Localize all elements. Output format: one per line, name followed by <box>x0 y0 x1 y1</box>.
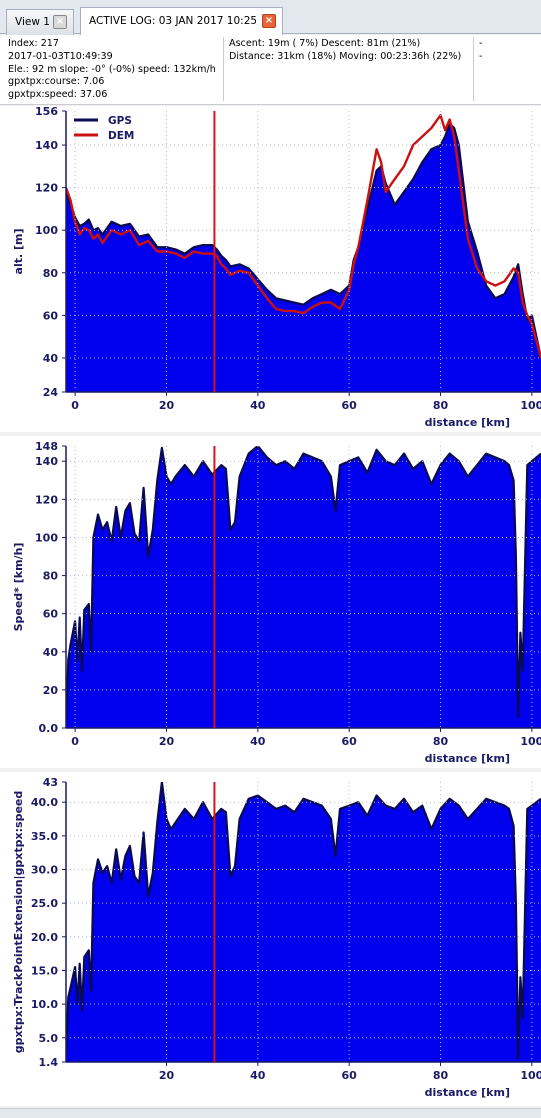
y-tick-label: 43 <box>43 776 58 789</box>
y-tick-label: 40.0 <box>31 796 58 809</box>
tab-label: View 1 <box>15 16 50 28</box>
x-tick-label: 100 <box>520 1069 541 1082</box>
segment-stats: Ascent: 19m ( 7%) Descent: 81m (21%) Dis… <box>229 38 461 64</box>
extra-stat: - <box>479 50 483 62</box>
tab-view-1[interactable]: View 1 × <box>6 9 74 35</box>
speed-chart-canvas[interactable]: 148 140 120 100 80 60 40 20 0.0 0 20 40 60 80 100 dista… <box>0 436 541 768</box>
speed-chart[interactable]: 148 140 120 100 80 60 40 20 0.0 0 20 40 60 80 100 dista… <box>0 436 541 768</box>
series-line-value <box>66 446 541 719</box>
point-course: gpxtpx:course: 7.06 <box>8 76 105 88</box>
y-tick-label: 60 <box>43 608 59 621</box>
ascent-descent: Ascent: 19m ( 7%) Descent: 81m (21%) <box>229 38 421 49</box>
y-tick-label: 148 <box>35 440 58 453</box>
y-tick-label: 140 <box>35 139 58 152</box>
series-line-dem <box>66 114 541 359</box>
legend-label-dem: DEM <box>108 130 134 142</box>
point-speed: gpxtpx:speed: 37.06 <box>8 89 108 101</box>
x-tick-label: 80 <box>433 735 449 748</box>
x-tick-label: 0 <box>71 399 79 412</box>
y-tick-label: 40 <box>43 352 59 365</box>
y-axis-label: Speed* [km/h] <box>12 543 25 632</box>
y-tick-label: 20 <box>43 684 59 697</box>
y-tick-label: 80 <box>43 267 59 280</box>
y-tick-label: 100 <box>35 224 58 237</box>
y-tick-label: 10.0 <box>31 998 58 1011</box>
x-tick-label: 20 <box>159 399 175 412</box>
y-tick-label: 25.0 <box>31 897 58 910</box>
y-tick-label: 120 <box>35 182 58 195</box>
point-time: 2017-01-03T10:49:39 <box>8 50 113 62</box>
y-axis-label: gpxtpx:TrackPointExtension|gpxtpx:speed <box>12 791 25 1054</box>
series-line-value <box>66 782 541 1060</box>
point-index: Index: 217 <box>8 38 60 49</box>
distance-moving: Distance: 31km (18%) Moving: 00:23:36h (… <box>229 50 462 62</box>
altitude-chart[interactable]: 156 140 120 100 80 60 40 24 0 20 40 60 80 100 distance… <box>0 106 541 432</box>
x-tick-label: 0 <box>71 735 79 748</box>
tab-bar: View 1 × ACTIVE LOG: 03 JAN 2017 10:25 × <box>0 0 541 35</box>
y-tick-label: 0.0 <box>39 722 59 735</box>
point-elevation: Ele.: 92 m slope: -0° (-0%) speed: 132km… <box>8 63 216 75</box>
x-tick-label: 100 <box>520 399 541 412</box>
y-tick-label: 140 <box>35 455 58 468</box>
y-tick-label: 120 <box>35 493 58 506</box>
series-area-value <box>66 446 541 728</box>
series-area-gps <box>66 123 541 392</box>
tab-label: ACTIVE LOG: 03 JAN 2017 10:25 <box>89 15 258 27</box>
y-axis-label: alt. [m] <box>12 229 25 275</box>
x-tick-label: 60 <box>342 399 358 412</box>
series-area-value <box>66 782 541 1062</box>
y-tick-label: 100 <box>35 531 58 544</box>
y-tick-label: 20.0 <box>31 931 58 944</box>
legend-label-gps: GPS <box>108 115 132 127</box>
extra-stats: - - <box>479 38 482 64</box>
gpxtpx-speed-chart[interactable]: 43 40.0 35.0 30.0 25.0 20.0 15.0 10.0 5.0 1.4 20 40… <box>0 772 541 1106</box>
y-tick-label: 40 <box>43 646 59 659</box>
y-tick-label: 15.0 <box>31 964 58 977</box>
divider <box>223 37 224 101</box>
y-tick-label: 1.4 <box>39 1056 59 1069</box>
x-tick-label: 60 <box>342 735 358 748</box>
status-bar <box>0 1108 541 1118</box>
divider <box>473 37 474 101</box>
close-icon[interactable]: × <box>262 14 276 28</box>
x-tick-label: 40 <box>250 1069 266 1082</box>
x-tick-label: 80 <box>433 1069 449 1082</box>
x-tick-label: 20 <box>159 735 175 748</box>
x-axis-label: distance [km] <box>425 752 510 765</box>
y-tick-label: 80 <box>43 570 59 583</box>
tab-active-log[interactable]: ACTIVE LOG: 03 JAN 2017 10:25 × <box>80 7 283 35</box>
x-tick-label: 60 <box>342 1069 358 1082</box>
x-tick-label: 20 <box>159 1069 175 1082</box>
gpxtpx-speed-chart-canvas[interactable]: 43 40.0 35.0 30.0 25.0 20.0 15.0 10.0 5.0 1.4 20 40… <box>0 772 541 1106</box>
y-tick-label: 24 <box>43 386 59 399</box>
extra-stat: - <box>479 38 483 49</box>
series-line-gps <box>66 122 541 359</box>
x-axis-label: distance [km] <box>425 416 510 429</box>
x-tick-label: 40 <box>250 735 266 748</box>
x-tick-label: 40 <box>250 399 266 412</box>
y-tick-label: 35.0 <box>31 830 58 843</box>
x-tick-label: 80 <box>433 399 449 412</box>
close-icon[interactable]: × <box>53 15 67 29</box>
y-tick-label: 5.0 <box>39 1032 59 1045</box>
point-info: Index: 217 2017-01-03T10:49:39 Ele.: 92 … <box>8 38 216 102</box>
y-tick-label: 156 <box>35 106 58 118</box>
x-axis-label: distance [km] <box>425 1086 510 1099</box>
x-tick-label: 100 <box>520 735 541 748</box>
y-tick-label: 60 <box>43 309 59 322</box>
altitude-chart-canvas[interactable]: 156 140 120 100 80 60 40 24 0 20 40 60 80 100 distance… <box>0 106 541 432</box>
track-info-panel: Index: 217 2017-01-03T10:49:39 Ele.: 92 … <box>0 35 541 105</box>
y-tick-label: 30.0 <box>31 864 58 877</box>
